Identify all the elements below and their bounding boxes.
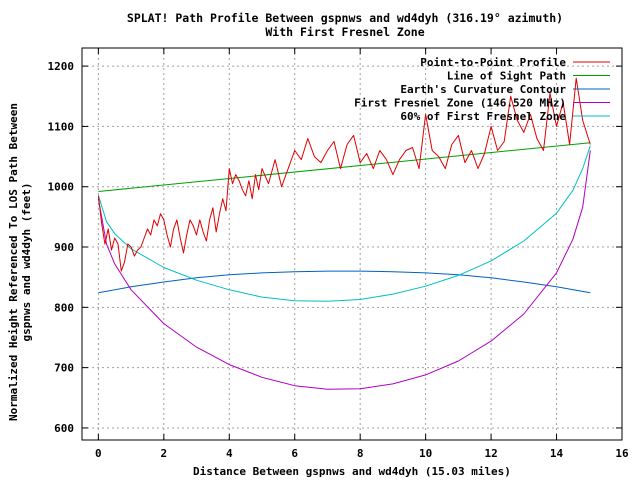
x-tick-label: 12: [484, 447, 497, 460]
y-tick-label: 600: [54, 422, 74, 435]
chart-title: SPLAT! Path Profile Between gspnws and w…: [127, 11, 563, 25]
grid: [82, 48, 623, 440]
y-tick-label: 700: [54, 362, 74, 375]
x-tick-label: 14: [550, 447, 564, 460]
series-line-earth-s-curvature-contour: [98, 270, 591, 294]
legend-label: Point-to-Point Profile: [420, 56, 566, 69]
x-tick-label: 10: [419, 447, 432, 460]
series-line-first-fresnel-zone-146-520-mhz: [97, 150, 591, 390]
legend-label: Line of Sight Path: [447, 70, 566, 83]
x-tick-label: 16: [615, 447, 629, 460]
x-tick-label: 0: [95, 447, 102, 460]
y-axis-label-line1: Normalized Height Referenced To LOS Path…: [7, 103, 20, 421]
chart-subtitle: With First Fresnel Zone: [265, 25, 424, 39]
legend-label: 60% of First Fresnel Zone: [400, 110, 566, 123]
x-tick-label: 2: [161, 447, 168, 460]
x-axis-label: Distance Between gspnws and wd4dyh (15.0…: [193, 465, 511, 478]
series-line-60-of-first-fresnel-zone: [97, 145, 591, 302]
x-tick-label: 4: [226, 447, 233, 460]
y-tick-label: 1200: [48, 60, 75, 73]
legend-label: Earth's Curvature Contour: [400, 83, 566, 96]
y-axis-label-line2: gspnws and wd4dyh (feet): [20, 183, 33, 342]
series-line-point-to-point-profile: [97, 77, 591, 272]
y-tick-label: 800: [54, 301, 74, 314]
axis-ticks: 0 2 4 6 8 10 12 14 16 600 700 800 900 1000 1100 1200: [48, 48, 629, 460]
plot-series: [97, 77, 591, 390]
series-line-line-of-sight-path: [98, 142, 591, 192]
x-tick-label: 8: [357, 447, 364, 460]
y-tick-label: 1000: [48, 181, 75, 194]
y-tick-label: 900: [54, 241, 74, 254]
legend-label: First Fresnel Zone (146.520 MHz): [354, 97, 566, 110]
y-tick-label: 1100: [48, 120, 75, 133]
x-tick-label: 6: [291, 447, 298, 460]
plot-frame: [81, 47, 623, 441]
